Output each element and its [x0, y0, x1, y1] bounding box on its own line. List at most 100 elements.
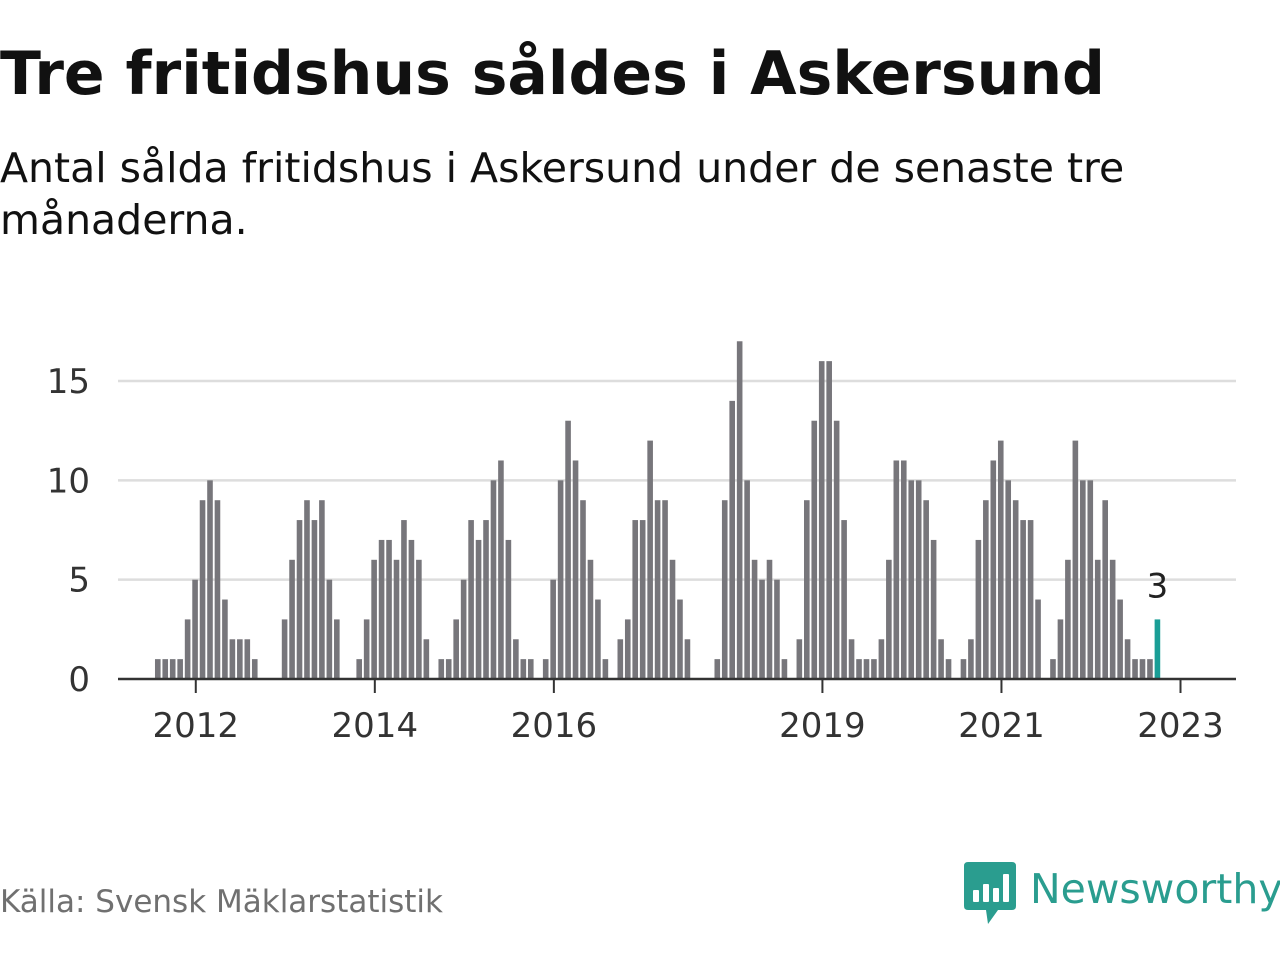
x-tick-label: 2014	[332, 706, 419, 746]
bar	[886, 559, 892, 679]
bar	[602, 659, 609, 679]
bar	[721, 500, 728, 679]
bar	[736, 341, 743, 679]
bar	[1094, 559, 1101, 679]
bar	[818, 361, 825, 679]
bar	[662, 500, 668, 679]
bar	[1124, 639, 1131, 679]
bar	[900, 460, 907, 679]
bar	[177, 659, 183, 679]
bar	[251, 659, 258, 679]
bar	[438, 659, 445, 679]
x-tick-label: 2021	[958, 706, 1045, 746]
bar	[647, 440, 653, 679]
bar	[804, 500, 810, 679]
bar	[557, 480, 564, 679]
bar	[1080, 480, 1086, 679]
bar	[572, 460, 579, 679]
bar	[938, 639, 944, 679]
bar	[744, 480, 750, 679]
bar	[915, 480, 922, 679]
bar	[542, 659, 549, 679]
bar	[587, 559, 594, 679]
bar	[968, 639, 974, 679]
bar	[162, 659, 169, 679]
x-tick-label: 2023	[1137, 706, 1224, 746]
bar	[490, 480, 497, 679]
bar	[1139, 659, 1146, 679]
bar	[908, 480, 915, 679]
bar	[1109, 559, 1116, 679]
bar	[169, 659, 176, 679]
bar	[363, 619, 370, 679]
bar	[766, 559, 773, 679]
bar	[923, 500, 929, 679]
x-tick-label: 2012	[153, 706, 240, 746]
bar	[214, 500, 221, 679]
bar	[296, 520, 303, 679]
newsworthy-logo-icon	[964, 862, 1016, 924]
bar	[1020, 520, 1026, 679]
bar	[468, 520, 474, 679]
bar	[281, 619, 288, 679]
bar	[386, 539, 392, 679]
bar	[617, 639, 624, 679]
bar-highlight	[1154, 619, 1161, 679]
y-tick-label: 10	[47, 461, 90, 501]
bar	[311, 520, 318, 679]
bar	[930, 539, 937, 679]
axes: 0 5 10 15 2012 2014 2016 2019 2021 2023 3	[47, 362, 1236, 746]
bar	[416, 559, 422, 679]
bar	[505, 539, 512, 679]
bar	[893, 460, 900, 679]
bar	[408, 539, 415, 679]
bar	[199, 500, 206, 679]
bar	[990, 460, 997, 679]
bar	[759, 579, 765, 679]
y-tick-label: 0	[68, 660, 90, 700]
bar	[833, 420, 840, 679]
bar	[714, 659, 721, 679]
bar	[184, 619, 191, 679]
bar	[624, 619, 631, 679]
bar	[565, 420, 571, 679]
bar	[1005, 480, 1012, 679]
bar	[527, 659, 534, 679]
bar	[878, 639, 885, 679]
bar	[1132, 659, 1138, 679]
bar	[796, 639, 803, 679]
bar	[401, 520, 407, 679]
bar	[453, 619, 459, 679]
bar	[356, 659, 362, 679]
bar	[1147, 659, 1153, 679]
bar	[848, 639, 855, 679]
bar	[774, 579, 780, 679]
bar	[513, 639, 519, 679]
bar	[1027, 520, 1034, 679]
bar	[677, 599, 683, 679]
bar	[1065, 559, 1071, 679]
bar	[1072, 440, 1079, 679]
bar	[326, 579, 333, 679]
x-tick-label: 2019	[779, 706, 866, 746]
bar	[445, 659, 452, 679]
bar	[811, 420, 818, 679]
bar	[1012, 500, 1019, 679]
bar	[475, 539, 482, 679]
x-tick-label: 2016	[511, 706, 598, 746]
bar	[483, 520, 489, 679]
bar	[983, 500, 989, 679]
bar	[237, 639, 243, 679]
brand-name: Newsworthy	[1030, 865, 1280, 913]
bar	[222, 599, 228, 679]
bar	[639, 520, 646, 679]
bar	[684, 639, 691, 679]
bar	[1050, 659, 1056, 679]
bar	[856, 659, 862, 679]
bar	[1035, 599, 1041, 679]
bars	[154, 341, 1161, 679]
bar	[729, 400, 735, 679]
chart-title: Tre fritidshus såldes i Askersund	[0, 39, 1105, 109]
bar	[393, 559, 400, 679]
bar-chart: 0 5 10 15 2012 2014 2016 2019 2021 2023 3	[47, 341, 1236, 746]
